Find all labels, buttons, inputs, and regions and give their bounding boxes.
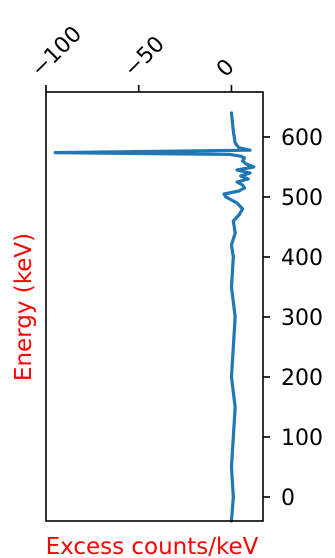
y-tick-label: 100 [281,426,323,451]
plot-frame [45,91,264,522]
y-tick-label: 200 [281,366,323,391]
series-line-0 [53,111,256,523]
x-tick-label: −50 [119,32,170,83]
plot-area [45,91,264,523]
y-axis: 0 100 200 300 400 500 600 [263,126,323,511]
y-tick-label: 400 [281,246,323,271]
x-tick-label: 0 [212,55,240,83]
y-tick-label: 300 [281,306,323,331]
y-axis-title: Energy (keV) [11,233,37,381]
y-tick-label: 600 [281,126,323,151]
y-tick-label: 0 [281,486,295,511]
y-tick-label: 500 [281,186,323,211]
x-axis-title: Excess counts/keV [46,534,259,558]
x-axis: −100 −50 0 [27,22,240,92]
x-tick-label: −100 [27,22,87,82]
